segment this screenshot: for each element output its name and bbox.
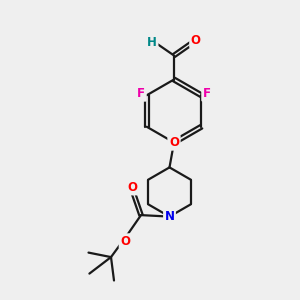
Text: F: F [203, 87, 211, 100]
Text: F: F [137, 87, 145, 100]
Text: O: O [120, 235, 130, 248]
Text: N: N [164, 210, 175, 223]
Text: O: O [169, 136, 179, 149]
Text: O: O [127, 181, 137, 194]
Text: O: O [190, 34, 201, 47]
Text: H: H [147, 36, 157, 49]
Text: O: O [169, 136, 179, 149]
